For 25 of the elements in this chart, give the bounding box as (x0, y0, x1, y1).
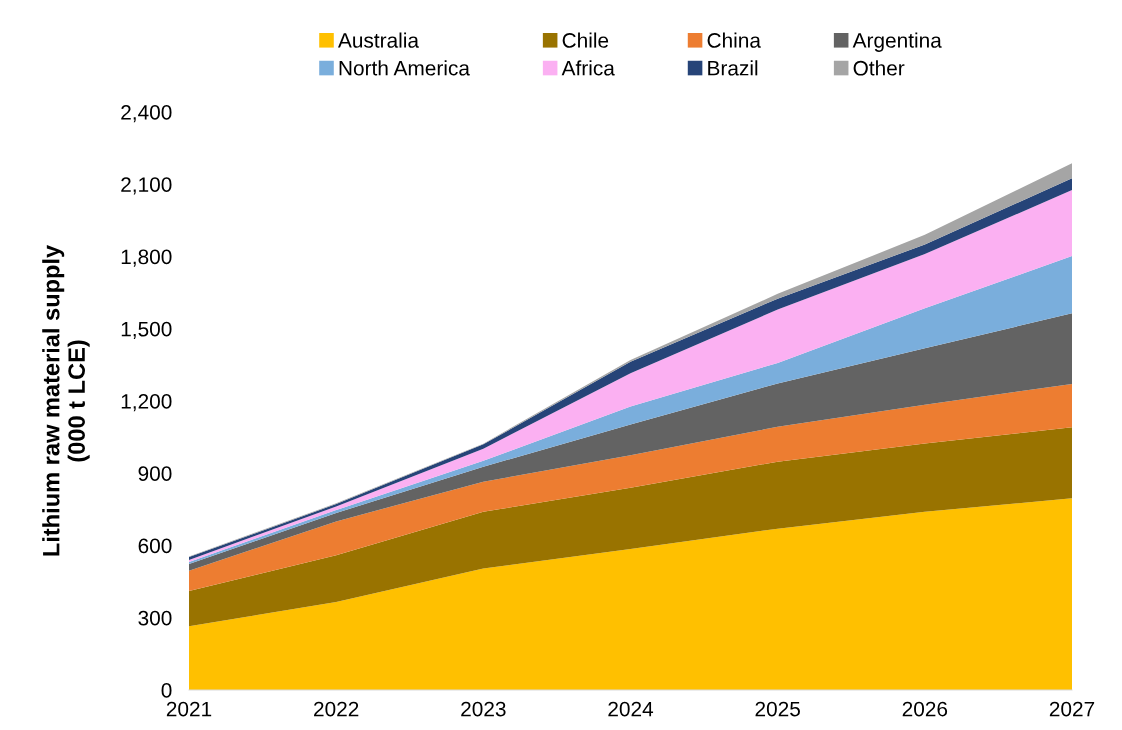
x-tick-label: 2022 (314, 701, 359, 717)
y-tick-label: 600 (138, 538, 172, 554)
legend-label: Argentina (852, 32, 942, 52)
y-tick-label: 1,200 (121, 394, 172, 412)
y-tick-label: 0 (161, 683, 172, 698)
legend-label: Brazil (708, 60, 758, 76)
legend-label: Australia (338, 32, 420, 48)
x-tick-label: 2024 (608, 701, 654, 717)
legend-label: North America (339, 60, 470, 76)
y-tick-label: 2,400 (121, 105, 172, 123)
x-tick-label: 2027 (1049, 701, 1095, 717)
y-tick-label: 2,100 (121, 177, 172, 195)
x-tick-label: 2025 (755, 701, 800, 717)
y-tick-label: 1,800 (121, 249, 172, 267)
legend-label: Africa (561, 60, 615, 76)
y-axis-title: Lithium raw material supply (000 t LCE) (42, 244, 90, 556)
y-tick-label: 1,500 (121, 321, 172, 339)
x-tick-label: 2026 (902, 701, 948, 717)
x-tick-label: 2023 (461, 701, 506, 717)
y-tick-label: 300 (138, 610, 172, 626)
legend-label: Other (853, 60, 905, 76)
legend-label: Chile (562, 32, 609, 48)
x-tick-label: 2021 (166, 701, 212, 717)
legend-label: China (707, 32, 761, 48)
y-tick-label: 900 (138, 466, 172, 481)
